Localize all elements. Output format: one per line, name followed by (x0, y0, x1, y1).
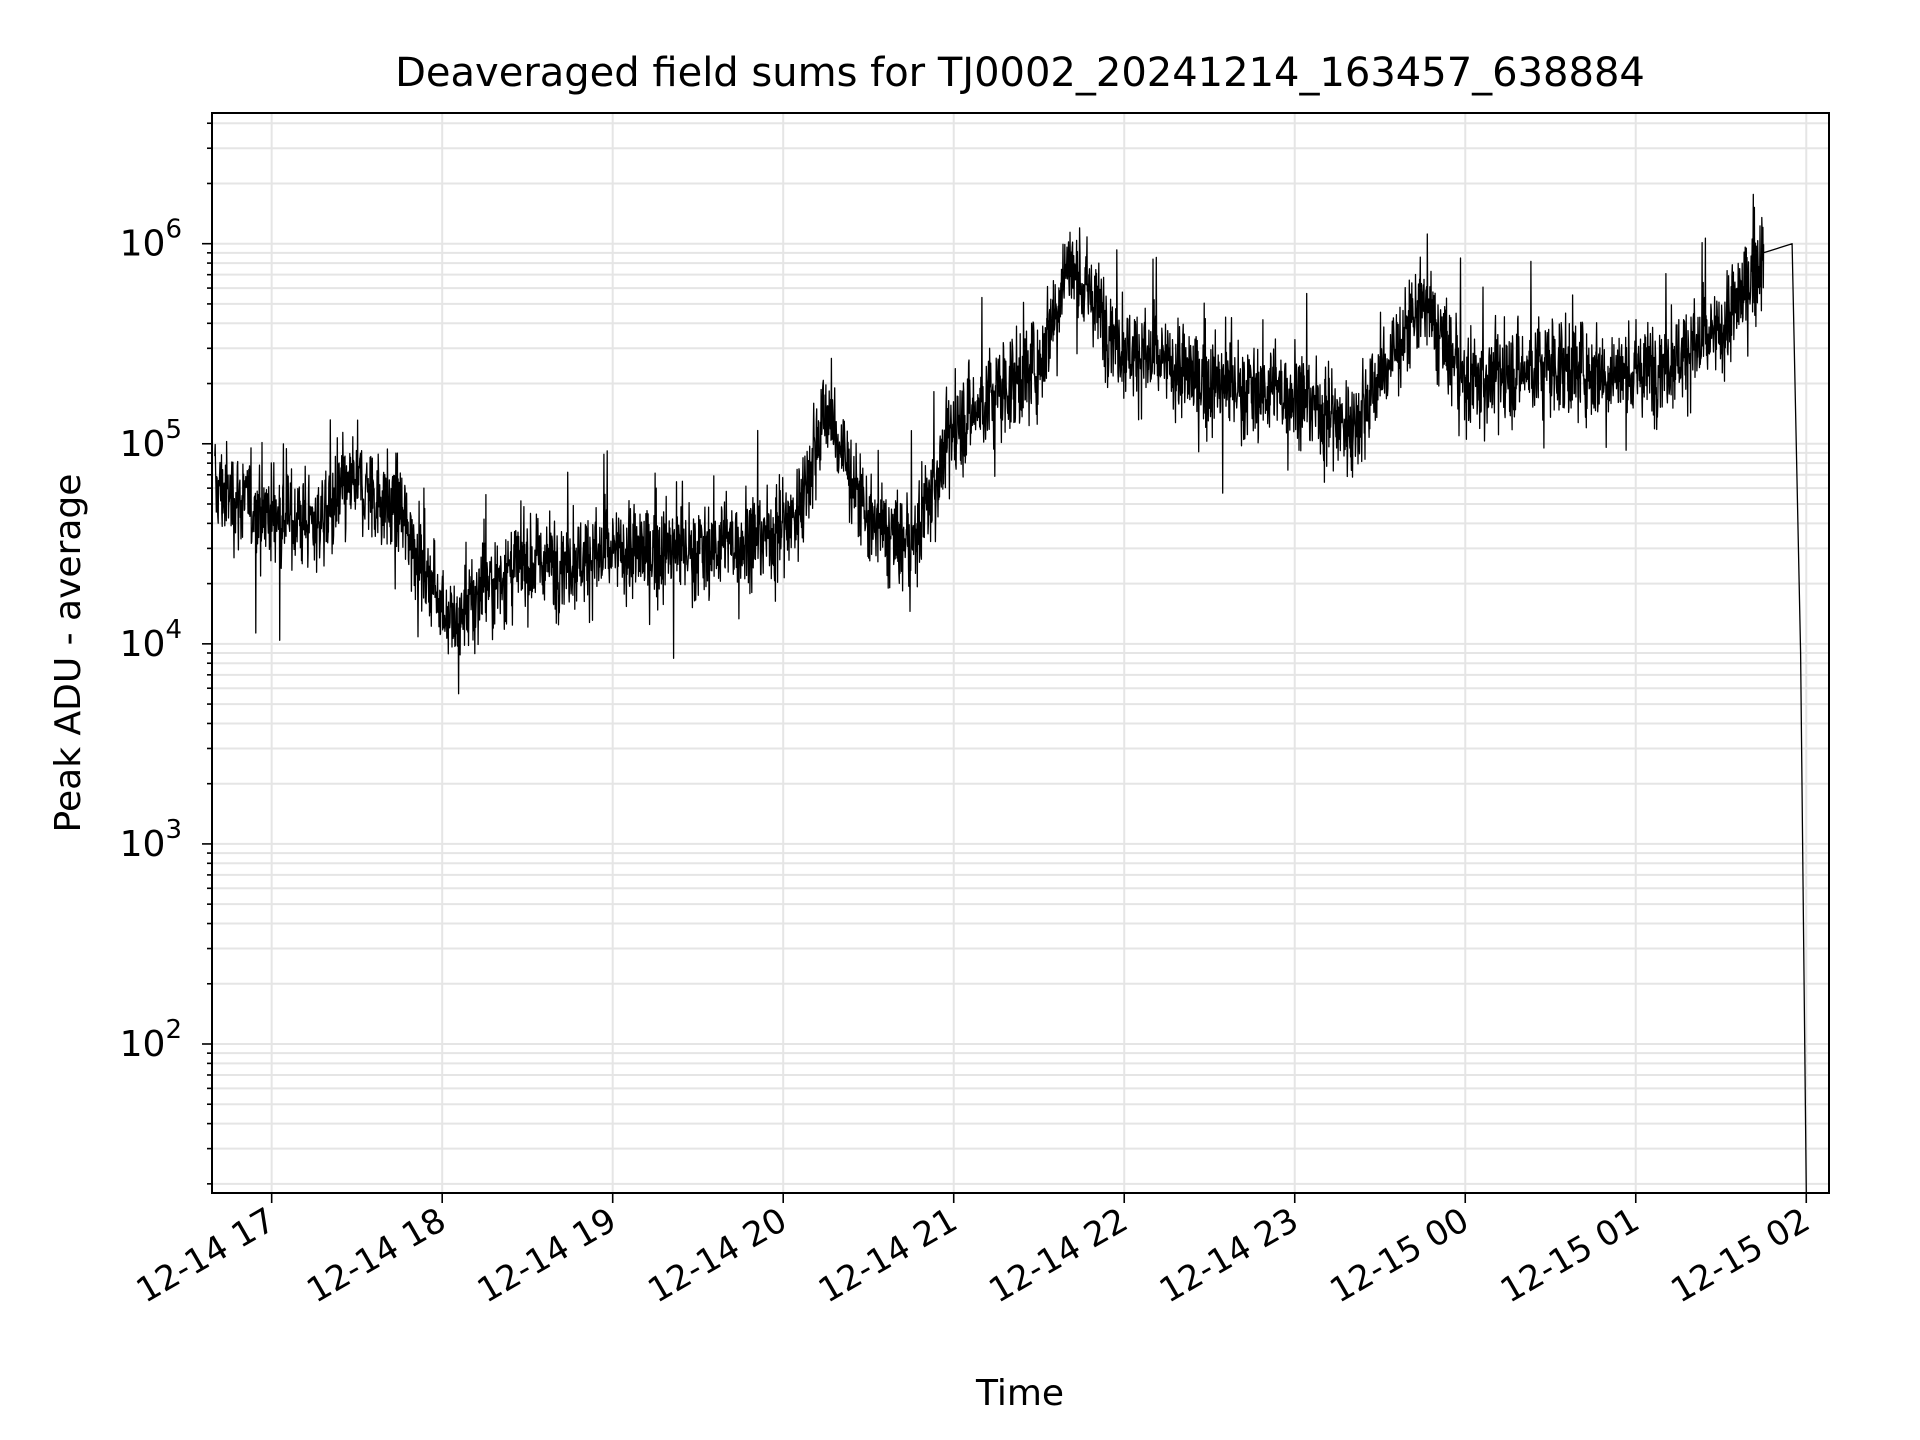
series-line (214, 193, 1807, 1194)
data-series (214, 193, 1807, 1194)
chart-title: Deaveraged field sums for TJ0002_2024121… (395, 50, 1645, 96)
y-tick-label: 105 (120, 415, 182, 465)
grid-lines (212, 113, 1829, 1193)
y-axis-label: Peak ADU - average (48, 474, 89, 833)
y-tick-label: 106 (120, 215, 182, 265)
y-tick-label: 104 (120, 615, 182, 665)
x-axis-label: Time (975, 1373, 1064, 1414)
y-tick-label: 102 (120, 1015, 182, 1065)
y-tick-label: 103 (120, 815, 182, 865)
